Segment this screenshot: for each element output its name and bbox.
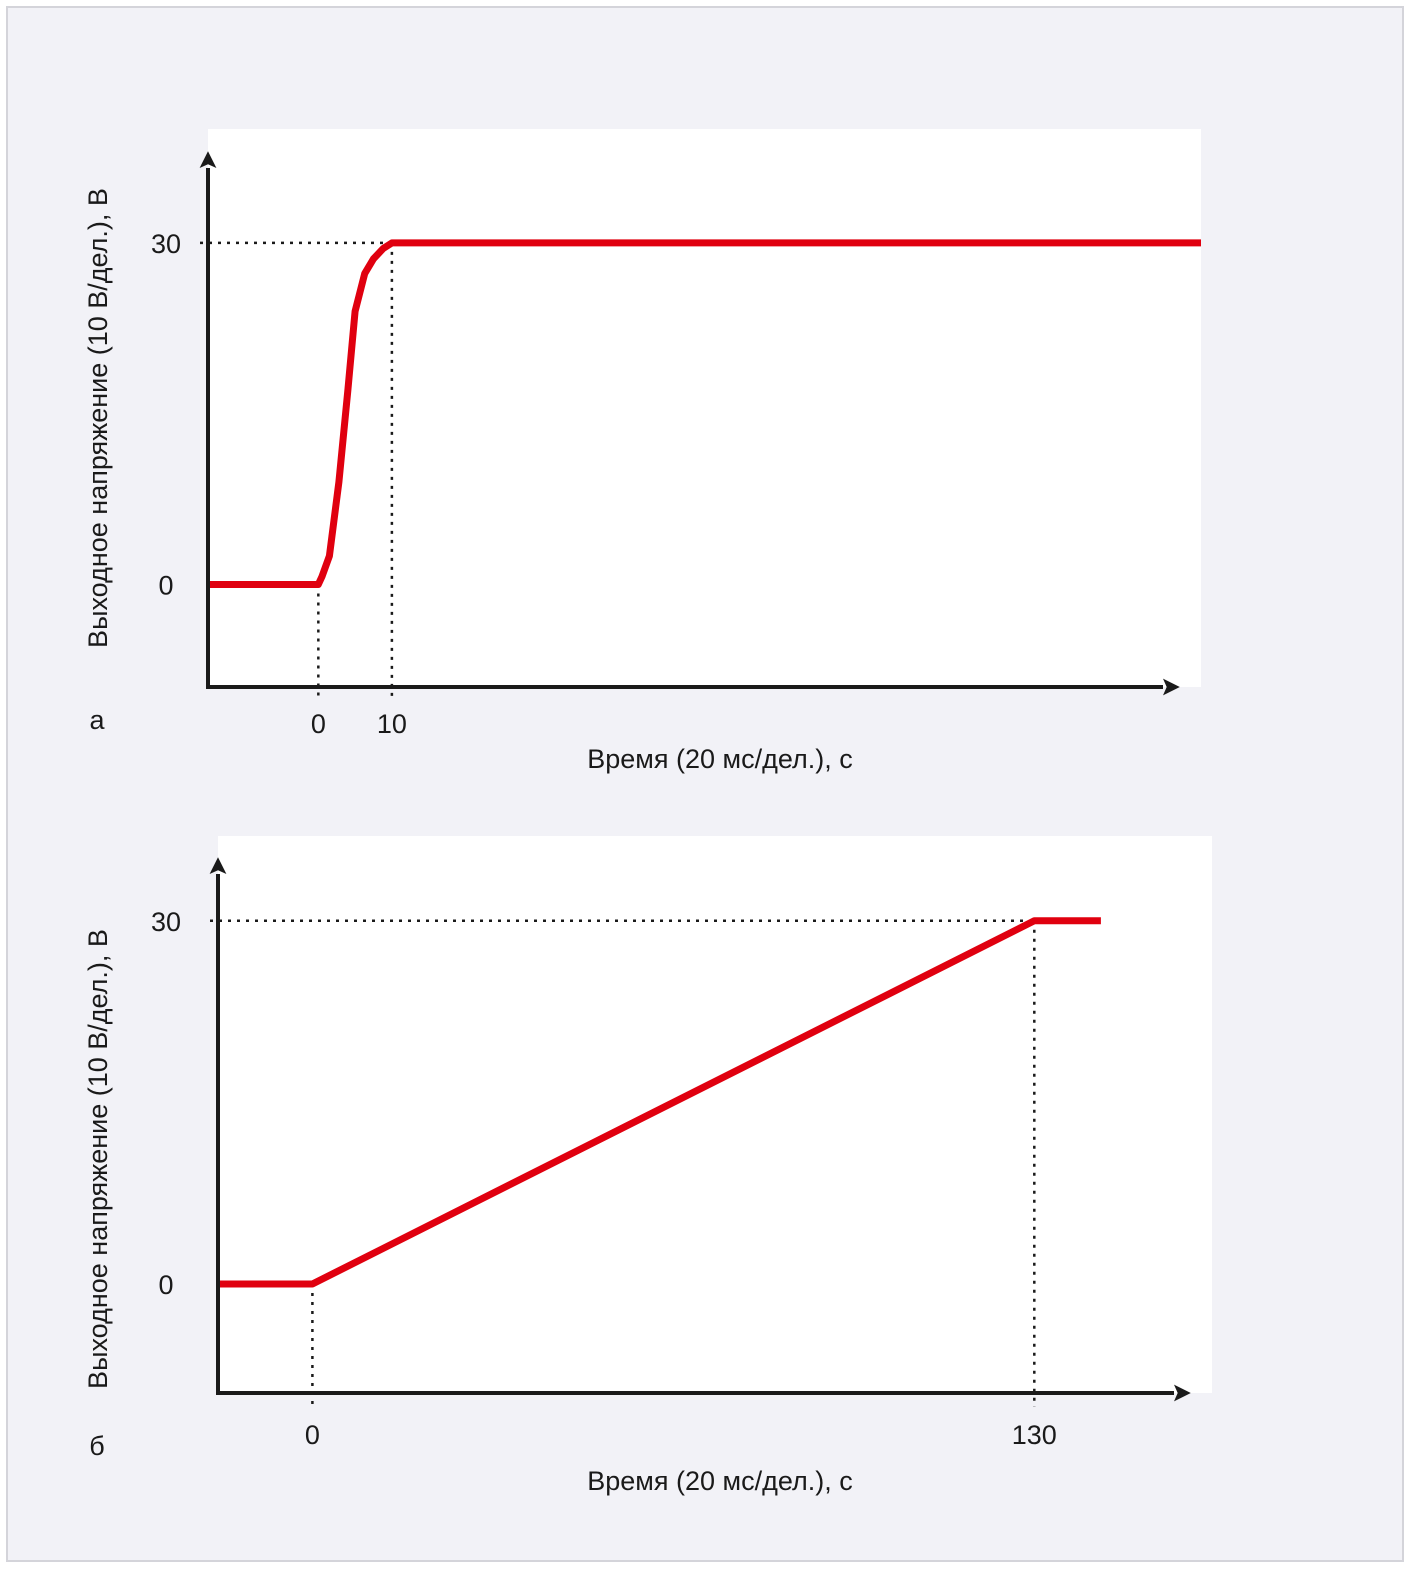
x-tick-label: 10 [377,709,407,739]
y-tick-label: 0 [158,571,173,601]
plot-area [218,836,1212,1393]
y-tick-label: 30 [151,907,181,937]
x-axis-title: Время (20 мс/дел.), с [587,1466,852,1496]
y-axis-title: Выходное напряжение (10 В/дел.), В [83,929,113,1389]
x-tick-label: 0 [311,709,326,739]
panel-label: а [89,705,105,735]
y-tick-label: 30 [151,229,181,259]
plot-area [208,129,1201,687]
series-line-1 [208,239,1201,588]
panel-label: б [89,1431,104,1461]
x-tick-label: 0 [305,1420,320,1450]
chart-panel-1: 0 30 0 10 Выходное напряжение (10 В/дел.), В… [83,129,1201,774]
x-tick-label: 130 [1012,1420,1057,1450]
series-line-1 [218,917,1101,1288]
x-axis-title: Время (20 мс/дел.), с [587,744,852,774]
chart-panel-2: 0 30 0 130 Выходное напряжение (10 В/дел.), … [83,836,1212,1496]
y-tick-label: 0 [158,1270,173,1300]
y-axis-title: Выходное напряжение (10 В/дел.), В [83,188,113,648]
